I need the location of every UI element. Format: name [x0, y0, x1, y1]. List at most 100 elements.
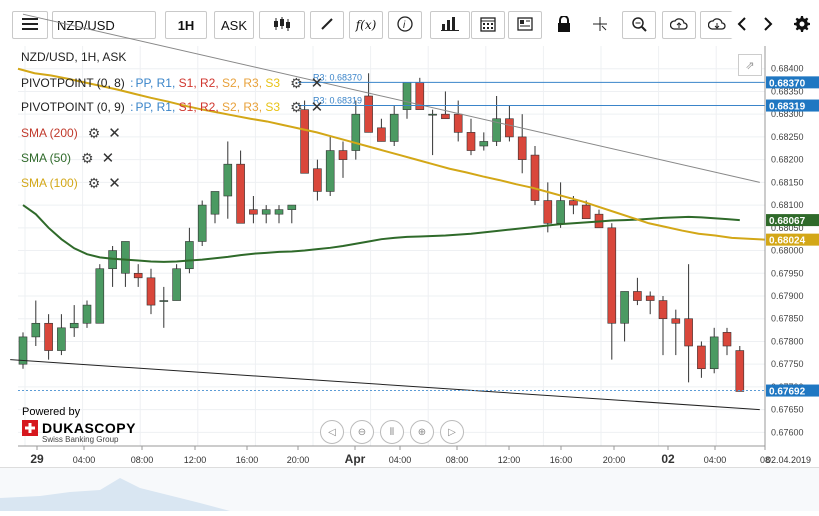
indicator-sma-200[interactable]: SMA (200) ⚙ ✕: [21, 124, 121, 143]
pivot-level-label: R2,: [200, 100, 223, 114]
close-icon[interactable]: ✕: [101, 150, 115, 167]
indicator-pivot-9[interactable]: PIVOTPOINT (0, 9) : PP, R1, S1, R2, S2, …: [21, 98, 324, 117]
pivot-level-label: S2,: [222, 76, 244, 90]
close-icon[interactable]: ✕: [108, 175, 121, 192]
timeframe-selector[interactable]: 1H: [165, 11, 207, 39]
trendline[interactable]: [22, 13, 760, 183]
gear-icon[interactable]: ⚙: [290, 98, 303, 115]
candle-body[interactable]: [69, 322, 79, 329]
candle-body[interactable]: [121, 241, 130, 274]
candle-body[interactable]: [325, 150, 335, 192]
candle-body[interactable]: [453, 113, 463, 133]
candle-body[interactable]: [300, 109, 309, 174]
candle-body[interactable]: [633, 291, 642, 301]
candle-body[interactable]: [684, 318, 693, 347]
settings-button[interactable]: [790, 11, 814, 39]
candle-body[interactable]: [543, 200, 553, 224]
side-selector[interactable]: ASK: [214, 11, 254, 39]
candle-body[interactable]: [197, 204, 207, 242]
y-tick-label: 0.68350: [771, 86, 804, 96]
trendline[interactable]: [10, 359, 760, 411]
candle-body[interactable]: [313, 168, 322, 192]
candle-body[interactable]: [389, 113, 399, 142]
drawing-tool-button[interactable]: [310, 11, 344, 39]
candle-body[interactable]: [133, 272, 143, 279]
candle-body[interactable]: [274, 209, 284, 215]
candle-body[interactable]: [338, 150, 348, 160]
volume-button[interactable]: [430, 11, 470, 39]
candle-body[interactable]: [287, 204, 297, 210]
candle-body[interactable]: [530, 154, 540, 201]
zoom-in-button[interactable]: ⊕: [410, 420, 434, 444]
candle-body[interactable]: [505, 118, 514, 138]
indicator-pivot-8[interactable]: PIVOTPOINT (0, 8) : PP, R1, S1, R2, S2, …: [21, 74, 324, 93]
popout-icon[interactable]: ⇗: [738, 54, 762, 76]
candle-body[interactable]: [517, 136, 527, 160]
prev-button[interactable]: [731, 11, 753, 39]
candle-body[interactable]: [172, 268, 181, 301]
candle-body[interactable]: [249, 209, 258, 215]
scroll-left-button[interactable]: ◁: [320, 420, 344, 444]
gear-icon[interactable]: ⚙: [87, 124, 101, 141]
zoom-out-button[interactable]: ⊖: [350, 420, 374, 444]
indicator-sma-50[interactable]: SMA (50) ⚙ ✕: [21, 149, 115, 168]
crosshair-button[interactable]: [587, 11, 613, 39]
candle-body[interactable]: [377, 127, 386, 142]
close-icon[interactable]: ✕: [108, 125, 121, 142]
reset-view-button[interactable]: ⦀: [380, 420, 404, 444]
candle-body[interactable]: [210, 191, 220, 215]
gear-icon[interactable]: ⚙: [87, 174, 101, 191]
candle-body[interactable]: [57, 327, 66, 351]
candle-body[interactable]: [261, 209, 271, 215]
candle-body[interactable]: [658, 300, 668, 320]
candle-body[interactable]: [95, 268, 105, 324]
candle-body[interactable]: [364, 95, 373, 133]
chart-title: NZD/USD, 1H, ASK: [21, 50, 126, 64]
candle-body[interactable]: [159, 300, 169, 302]
candle-body[interactable]: [556, 200, 565, 224]
scroll-right-button[interactable]: ▷: [440, 420, 464, 444]
lock-button[interactable]: [551, 11, 577, 39]
candle-body[interactable]: [581, 204, 591, 220]
indicator-sma-100[interactable]: SMA (100) ⚙ ✕: [21, 174, 121, 193]
gear-icon[interactable]: ⚙: [290, 74, 303, 91]
candle-body[interactable]: [722, 332, 732, 347]
candle-body[interactable]: [18, 336, 28, 365]
candle-body[interactable]: [44, 322, 53, 351]
news-button[interactable]: [508, 11, 542, 39]
info-button[interactable]: i: [388, 11, 422, 39]
candle-body[interactable]: [479, 141, 489, 147]
zoom-button[interactable]: [622, 11, 656, 39]
close-icon[interactable]: ✕: [310, 99, 324, 116]
candle-body[interactable]: [31, 322, 41, 338]
candle-body[interactable]: [645, 295, 655, 301]
candle-body[interactable]: [428, 113, 437, 116]
chart-type-button[interactable]: [259, 11, 305, 39]
candle-body[interactable]: [236, 163, 245, 224]
candle-body[interactable]: [671, 318, 681, 324]
candle-body[interactable]: [441, 113, 450, 120]
x-tick-label: 20:00: [287, 455, 310, 465]
calendar-button[interactable]: [471, 11, 505, 39]
candle-body[interactable]: [82, 304, 92, 324]
gear-icon[interactable]: ⚙: [81, 149, 94, 166]
candle-body[interactable]: [620, 291, 629, 324]
candle-body[interactable]: [569, 200, 578, 206]
candle-body[interactable]: [735, 350, 745, 392]
candle-body[interactable]: [351, 113, 361, 151]
candle-body[interactable]: [709, 336, 719, 370]
candle-body[interactable]: [607, 227, 617, 324]
candle-body[interactable]: [466, 132, 476, 151]
pivot-level-label: R2,: [200, 76, 223, 90]
next-button[interactable]: [757, 11, 779, 39]
candle-body[interactable]: [185, 241, 194, 270]
candle-body[interactable]: [697, 345, 706, 370]
upload-button[interactable]: [662, 11, 696, 39]
candle-body[interactable]: [492, 118, 501, 142]
candle-body[interactable]: [223, 163, 233, 197]
indicators-button[interactable]: f(x): [349, 11, 383, 39]
candle-body[interactable]: [146, 277, 156, 306]
navigator-panel[interactable]: [0, 467, 819, 511]
close-icon[interactable]: ✕: [310, 75, 324, 92]
